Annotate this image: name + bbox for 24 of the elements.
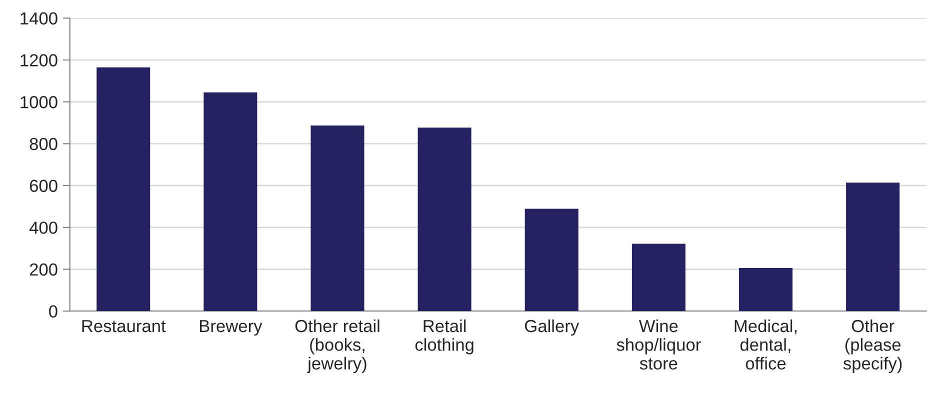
- x-tick-label: Medical, dental, office: [734, 319, 797, 370]
- y-tick-label: 400: [29, 222, 58, 234]
- y-tick-label: 600: [30, 180, 58, 192]
- bar: [846, 182, 900, 312]
- x-tick-label: Gallery: [524, 319, 580, 336]
- bar: [204, 92, 258, 312]
- y-tick-label: 1000: [20, 96, 58, 108]
- y-tick-label: 1400: [20, 12, 58, 25]
- bar: [738, 268, 793, 312]
- bar: [310, 125, 364, 312]
- x-tick-label: Other (please specify): [843, 319, 902, 374]
- bar: [524, 208, 578, 312]
- x-tick-label: Retail clothing: [415, 319, 474, 354]
- x-tick-label: Other retail (books, jewelry): [295, 319, 380, 374]
- bar: [96, 67, 150, 312]
- bar: [632, 244, 686, 312]
- y-tick-label: 1200: [20, 54, 58, 66]
- x-tick-label: Brewery: [200, 320, 262, 336]
- y-tick-label: 200: [30, 263, 58, 276]
- x-tick-label: Restaurant: [82, 320, 166, 332]
- y-tick-label: 0: [49, 305, 58, 318]
- bar: [418, 128, 472, 312]
- x-tick-label: Wine shop/liquor store: [616, 319, 701, 370]
- y-tick-label: 800: [30, 138, 58, 150]
